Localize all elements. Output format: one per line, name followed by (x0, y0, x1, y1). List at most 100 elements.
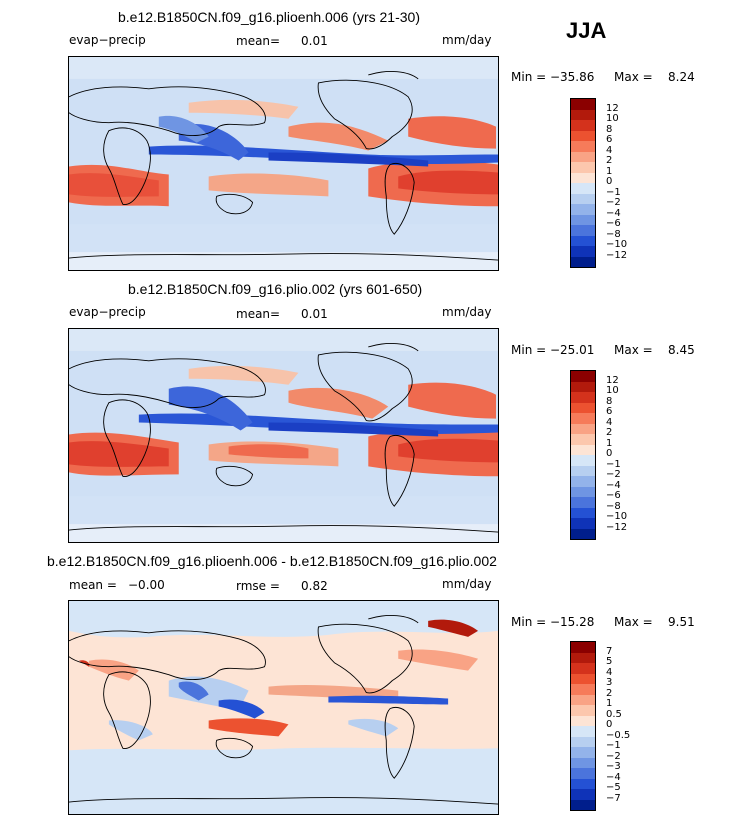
colorbar-tick-label: −10 (606, 239, 628, 250)
panel1-title: b.e12.B1850CN.f09_g16.plioenh.006 (yrs 2… (118, 9, 420, 25)
colorbar-cell (571, 528, 595, 539)
panel2-max-value: 8.45 (668, 343, 695, 357)
colorbar-cell (571, 225, 595, 236)
colorbar-cell (571, 652, 595, 663)
colorbar-tick-label: −4 (606, 207, 621, 219)
colorbar-tick-label: 8 (606, 123, 613, 135)
colorbar-tick-label: 12 (606, 102, 619, 114)
colorbar-tick-label: 2 (606, 155, 613, 166)
colorbar-cell (571, 193, 595, 204)
colorbar-tick-label: 0 (606, 176, 613, 187)
colorbar-tick-label: −4 (606, 479, 621, 491)
colorbar-cell (571, 799, 595, 810)
panel3-rmse-value: 0.82 (301, 579, 328, 593)
colorbar-tick-label: −5 (606, 782, 621, 793)
colorbar-tick-label: −4 (606, 771, 621, 783)
colorbar-cell (571, 642, 595, 653)
panel3-min: Min = −15.28 (511, 615, 595, 629)
colorbar-tick-label: 1 (606, 437, 613, 449)
panel1-variable-label: evap−precip (69, 33, 146, 47)
panel2-map (68, 328, 499, 543)
colorbar-cell (571, 434, 595, 445)
colorbar-cell (571, 381, 595, 392)
colorbar-cell (571, 130, 595, 141)
panel3-map (68, 600, 499, 815)
colorbar-tick-label: −12 (606, 521, 628, 533)
colorbar-cell (571, 423, 595, 434)
panel3-max-label: Max = (614, 615, 653, 629)
colorbar-cell (571, 392, 595, 403)
colorbar-tick-label: 4 (606, 416, 613, 428)
panel1-max-value: 8.24 (668, 70, 695, 84)
colorbar-cell (571, 455, 595, 466)
colorbar-tick-label: −2 (606, 197, 621, 208)
colorbar-cell (571, 235, 595, 246)
colorbar-tick-label: 8 (606, 395, 613, 407)
panel2-min: Min = −25.01 (511, 343, 595, 357)
colorbar-cell (571, 684, 595, 695)
colorbar-tick-label: 7 (606, 645, 613, 657)
panel1-colorbar (570, 98, 596, 268)
colorbar-tick-label: 10 (606, 113, 619, 124)
colorbar-tick-label: 4 (606, 144, 613, 156)
panel1-units: mm/day (442, 33, 492, 47)
colorbar-cell (571, 694, 595, 705)
panel3-colorbar (570, 641, 596, 811)
colorbar-cell (571, 757, 595, 768)
colorbar-tick-label: 2 (606, 687, 613, 699)
colorbar-cell (571, 778, 595, 789)
panel1-max-label: Max = (614, 70, 653, 84)
colorbar-cell (571, 246, 595, 257)
colorbar-cell (571, 402, 595, 413)
panel2-colorbar-labels: 12 10 8 6 4 2 1 0 −1 −2 −4 −6 −8 −10 −12 (606, 370, 646, 538)
colorbar-tick-label: 0 (606, 448, 613, 459)
colorbar-tick-label: −1 (606, 740, 621, 751)
colorbar-cell (571, 413, 595, 424)
colorbar-cell (571, 726, 595, 737)
colorbar-cell (571, 497, 595, 508)
colorbar-tick-label: 1 (606, 698, 613, 709)
colorbar-cell (571, 736, 595, 747)
colorbar-cell (571, 507, 595, 518)
colorbar-cell (571, 663, 595, 674)
season-label: JJA (566, 18, 607, 43)
colorbar-cell (571, 141, 595, 152)
panel3-max-value: 9.51 (668, 615, 695, 629)
colorbar-cell (571, 120, 595, 131)
colorbar-tick-label: −8 (606, 228, 621, 240)
panel3-rmse-label: rmse = (236, 579, 280, 593)
panel2-units: mm/day (442, 305, 492, 319)
panel1-colorbar-labels: 12 10 8 6 4 2 1 0 −1 −2 −4 −6 −8 −10 −12 (606, 98, 646, 266)
colorbar-tick-label: 6 (606, 406, 613, 417)
panel2-mean-label: mean= (236, 307, 281, 321)
panel2-max-label: Max = (614, 343, 653, 357)
panel3-title: b.e12.B1850CN.f09_g16.plioenh.006 - b.e1… (47, 553, 497, 569)
colorbar-tick-label: −1 (606, 186, 621, 198)
colorbar-tick-label: 3 (606, 677, 613, 688)
colorbar-cell (571, 705, 595, 716)
panel2-colorbar (570, 370, 596, 540)
colorbar-cell (571, 715, 595, 726)
panel2-variable-label: evap−precip (69, 305, 146, 319)
colorbar-tick-label: 12 (606, 374, 619, 386)
colorbar-cell (571, 256, 595, 267)
colorbar-cell (571, 151, 595, 162)
colorbar-tick-label: 6 (606, 134, 613, 145)
panel1-mean-label: mean= (236, 34, 281, 48)
colorbar-tick-label: −10 (606, 511, 628, 522)
panel3-units: mm/day (442, 577, 492, 591)
colorbar-cell (571, 371, 595, 382)
colorbar-tick-label: −8 (606, 500, 621, 512)
panel2-title: b.e12.B1850CN.f09_g16.plio.002 (yrs 601-… (128, 281, 423, 297)
colorbar-tick-label: −12 (606, 249, 628, 261)
colorbar-tick-label: −2 (606, 750, 621, 762)
colorbar-tick-label: 0 (606, 719, 613, 730)
panel2-mean-value: 0.01 (301, 307, 328, 321)
colorbar-cell (571, 673, 595, 684)
colorbar-tick-label: −6 (606, 490, 621, 501)
colorbar-cell (571, 162, 595, 173)
colorbar-cell (571, 172, 595, 183)
colorbar-tick-label: −6 (606, 218, 621, 229)
colorbar-cell (571, 789, 595, 800)
panel1-map (68, 56, 499, 271)
